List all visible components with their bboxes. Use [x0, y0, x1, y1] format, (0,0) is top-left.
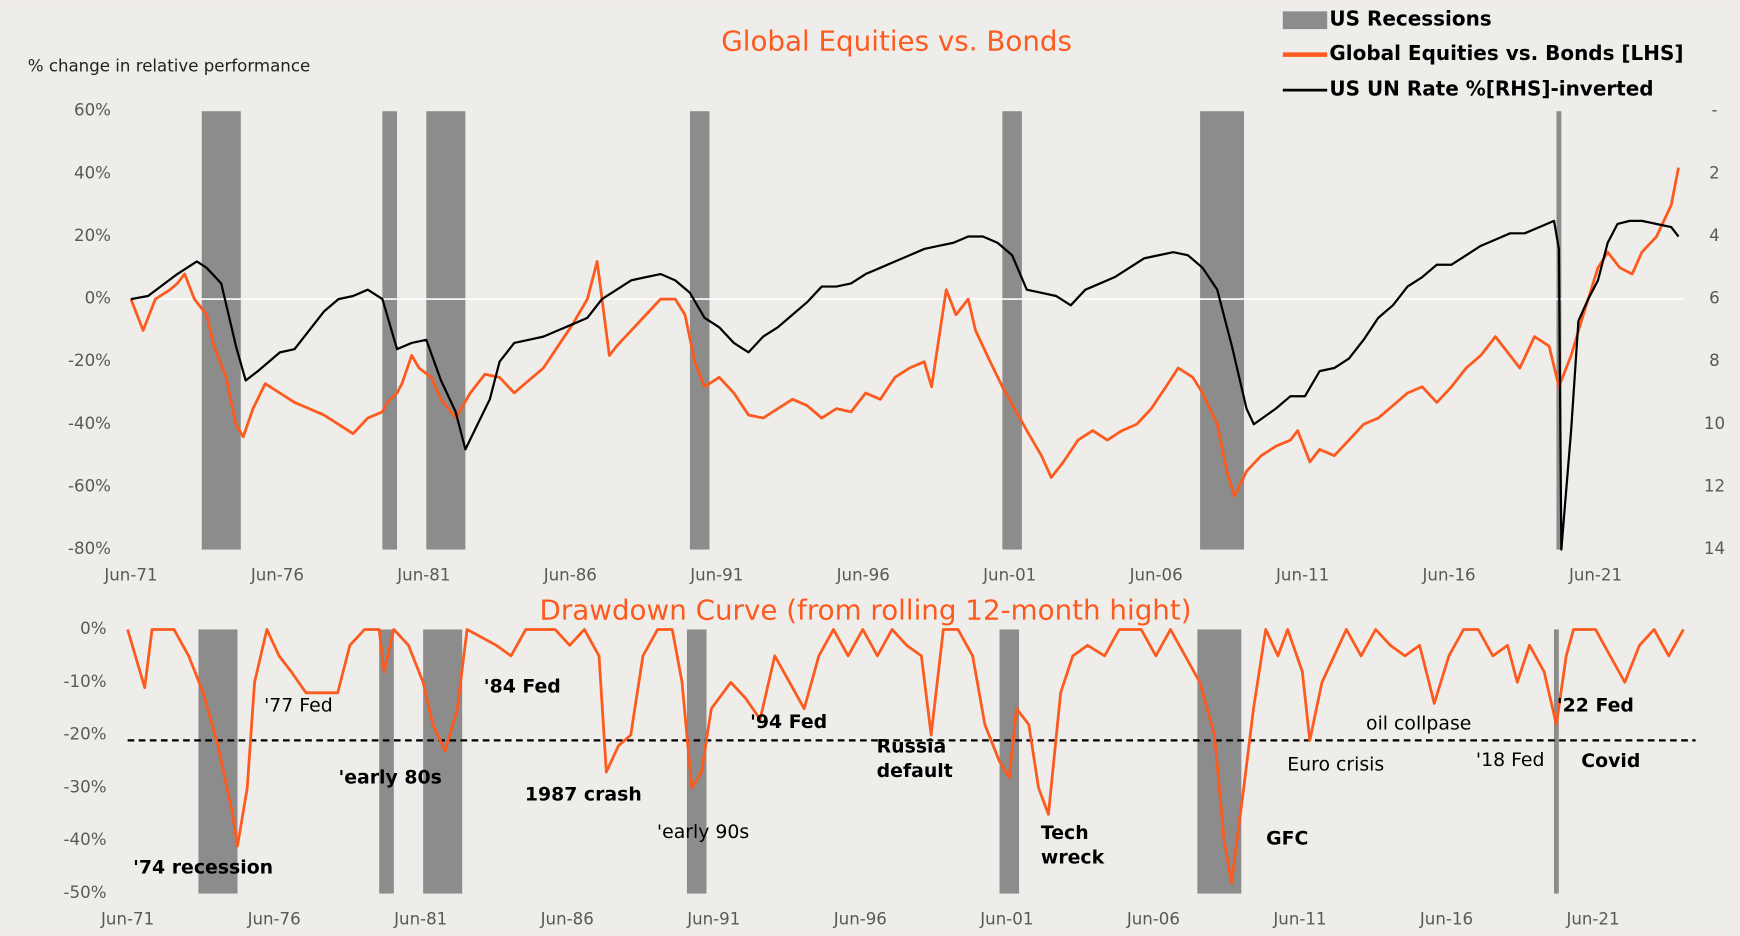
recession-band [379, 629, 394, 894]
annotation: '22 Fed [1557, 695, 1634, 717]
x-tick-label: Jun-91 [686, 910, 740, 929]
y-tick-label: 60% [74, 101, 111, 120]
annotation: default [877, 760, 953, 782]
annotation: '18 Fed [1476, 749, 1545, 771]
annotation: 'early 90s [657, 821, 749, 843]
x-tick-label: Jun-81 [396, 566, 450, 585]
y-tick-label: -80% [68, 539, 111, 558]
recession-band [423, 629, 463, 894]
recession-band [426, 111, 466, 550]
y-tick-label: -60% [68, 476, 111, 495]
annotation: '84 Fed [484, 676, 561, 698]
y2-tick-label: 6 [1709, 289, 1720, 308]
series-line [130, 219, 1680, 551]
x-tick-label: Jun-21 [1565, 910, 1619, 929]
annotation: Euro crisis [1287, 753, 1384, 775]
x-tick-label: Jun-81 [393, 910, 447, 929]
x-tick-label: Jun-71 [100, 910, 154, 929]
annotation: '94 Fed [750, 711, 827, 733]
y-tick-label: -40% [68, 414, 111, 433]
annotation: Russia [877, 736, 947, 758]
chart-title: Global Equities vs. Bonds [721, 24, 1072, 57]
x-tick-label: Jun-06 [1126, 910, 1180, 929]
recession-band [999, 629, 1020, 894]
y-tick-label: -20% [68, 351, 111, 370]
x-tick-label: Jun-01 [982, 566, 1036, 585]
y-tick-label: -40% [64, 830, 107, 849]
x-tick-label: Jun-16 [1419, 910, 1473, 929]
recession-band [1002, 111, 1022, 550]
x-tick-label: Jun-91 [689, 566, 743, 585]
x-tick-label: Jun-86 [540, 910, 594, 929]
x-tick-label: Jun-11 [1275, 566, 1329, 585]
y-axis-label: % change in relative performance [28, 56, 310, 75]
legend-label: Global Equities vs. Bonds [LHS] [1329, 41, 1683, 65]
y-tick-label: 0% [80, 619, 106, 638]
y-tick-label: 20% [74, 226, 111, 245]
y-tick-label: -30% [64, 777, 107, 796]
y2-tick-label: 10 [1704, 414, 1725, 433]
y-tick-label: 40% [74, 163, 111, 182]
y2-tick-label: - [1711, 101, 1717, 120]
annotation: GFC [1266, 828, 1308, 850]
x-tick-label: Jun-06 [1129, 566, 1183, 585]
x-tick-label: Jun-76 [247, 910, 301, 929]
chart-title: Drawdown Curve (from rolling 12-month hi… [540, 594, 1192, 627]
y2-tick-label: 12 [1704, 476, 1725, 495]
y2-tick-label: 4 [1709, 226, 1720, 245]
x-tick-label: Jun-96 [836, 566, 890, 585]
legend-label: US UN Rate %[RHS]-inverted [1329, 77, 1653, 101]
y-tick-label: -20% [64, 725, 107, 744]
recession-band [198, 629, 238, 894]
legend-label: US Recessions [1329, 7, 1491, 31]
annotation: oil collpase [1366, 712, 1471, 734]
recession-band [201, 111, 241, 550]
x-tick-label: Jun-76 [250, 566, 304, 585]
y2-tick-label: 8 [1709, 351, 1720, 370]
annotation: 'early 80s [338, 767, 441, 789]
x-tick-label: Jun-96 [833, 910, 887, 929]
recession-band [686, 629, 707, 894]
x-tick-label: Jun-11 [1272, 910, 1326, 929]
y-tick-label: 0% [85, 289, 111, 308]
recession-band [1553, 629, 1559, 894]
x-tick-label: Jun-01 [979, 910, 1033, 929]
x-tick-label: Jun-21 [1568, 566, 1622, 585]
annotation: '77 Fed [264, 695, 333, 717]
x-tick-label: Jun-71 [103, 566, 157, 585]
series-line [129, 167, 1680, 498]
y2-tick-label: 2 [1709, 163, 1720, 182]
x-tick-label: Jun-86 [543, 566, 597, 585]
y2-tick-label: 14 [1704, 539, 1725, 558]
y-tick-label: -10% [64, 672, 107, 691]
y-tick-label: -50% [64, 883, 107, 902]
recession-band [689, 111, 710, 550]
recession-band [1200, 111, 1245, 550]
legend: US Recessions Global Equities vs. Bonds [… [1282, 7, 1684, 101]
annotation: 1987 crash [525, 783, 642, 805]
annotation: Tech [1041, 822, 1089, 844]
legend-swatch [1282, 11, 1328, 30]
annotation: '74 recession [133, 857, 273, 879]
recession-band [382, 111, 398, 550]
x-tick-label: Jun-16 [1422, 566, 1476, 585]
annotation: wreck [1041, 847, 1105, 869]
annotation: Covid [1581, 750, 1640, 772]
recession-band [1197, 629, 1242, 894]
series-line [126, 628, 1685, 885]
